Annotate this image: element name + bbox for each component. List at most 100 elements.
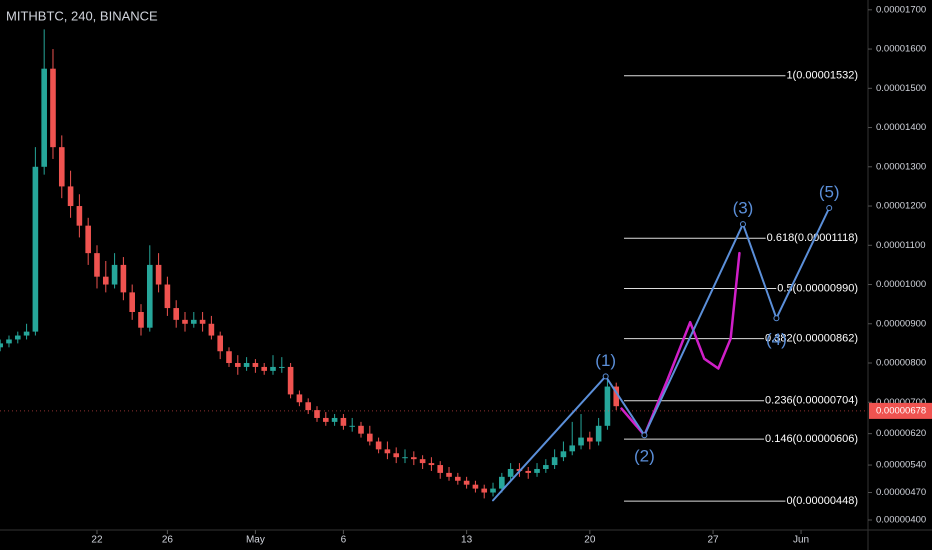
candle-body: [111, 264, 118, 285]
candle-body: [560, 451, 567, 458]
y-tick-label: 0.00001700: [876, 4, 926, 15]
candle-body: [551, 457, 558, 466]
candle-body: [578, 437, 584, 446]
candle-body: [569, 445, 576, 452]
fib-label: 0.146(0.00000606): [765, 433, 858, 445]
fib-label-bg: [785, 69, 859, 82]
candle-body: [613, 386, 620, 407]
wave-label: (3): [733, 199, 754, 218]
chart-title: MITHBTC, 240, BINANCE: [6, 8, 158, 23]
candle-body: [402, 457, 408, 459]
wave-point: [602, 373, 609, 380]
candle-body: [331, 417, 338, 422]
y-tick-label: 0.00001600: [876, 44, 926, 55]
candle-body: [164, 284, 171, 309]
candle-body: [384, 449, 391, 454]
candle-body: [146, 264, 153, 328]
candle-body: [14, 335, 21, 340]
candle-body: [393, 453, 400, 458]
fib-label-bg: [776, 282, 859, 295]
last-price-box: [869, 402, 932, 419]
candle-body: [270, 366, 276, 371]
candle-body: [0, 343, 3, 348]
fib-label: 0.618(0.00001118): [767, 232, 858, 244]
candle-body: [507, 468, 514, 477]
y-tick-label: 0.00001500: [876, 83, 926, 94]
x-tick-label: 13: [461, 535, 473, 546]
candle-body: [534, 468, 540, 473]
fib-label: 0(0.00000448): [786, 495, 858, 507]
y-tick-label: 0.00001400: [876, 122, 926, 133]
candle-body: [182, 319, 188, 324]
fib-label-bg: [765, 232, 859, 245]
wave-point: [773, 315, 780, 322]
candle-body: [261, 366, 268, 371]
fib-label: 0.382(0.00000862): [765, 333, 858, 345]
fib-label: 1(0.00001532): [786, 70, 858, 82]
x-tick-label: Jun: [793, 535, 809, 546]
y-tick-label: 0.00000400: [876, 515, 926, 526]
candle-body: [587, 437, 593, 442]
candle-body: [349, 425, 356, 427]
wave-label: (1): [595, 351, 616, 370]
candle-body: [94, 253, 100, 277]
wave-line: [492, 206, 831, 502]
candle-body: [340, 417, 347, 426]
candle-body: [226, 351, 232, 364]
candle-body: [190, 319, 197, 324]
y-tick-label: 0.00000900: [876, 318, 926, 329]
x-tick-label: 22: [91, 535, 103, 546]
candle-body: [50, 68, 56, 148]
fib-label-bg: [785, 495, 859, 508]
candle-body: [208, 323, 215, 336]
candle-body: [76, 206, 83, 226]
last-price-label: 0.00000678: [876, 405, 926, 416]
candle-body: [199, 319, 206, 324]
candle-body: [358, 425, 364, 434]
y-tick-label: 0.00001100: [876, 240, 926, 251]
wave-point: [826, 204, 833, 211]
candle-body: [23, 331, 30, 336]
candle-body: [323, 417, 329, 422]
candle-body: [490, 488, 496, 493]
wave-label: (5): [819, 182, 840, 201]
candle-body: [595, 425, 602, 442]
fib-label: 0.236(0.00000704): [765, 395, 858, 407]
candle-body: [85, 225, 91, 254]
fib-label-bg: [764, 332, 859, 345]
x-tick-label: 26: [162, 535, 174, 546]
fib-label-bg: [764, 394, 859, 407]
candle-body: [32, 166, 39, 332]
candle-body: [463, 480, 470, 485]
candle-body: [305, 402, 312, 411]
x-tick-label: 20: [584, 535, 596, 546]
candle-body: [102, 276, 109, 285]
candle-body: [472, 484, 479, 489]
y-tick-label: 0.00000620: [876, 428, 926, 439]
y-tick-label: 0.00001300: [876, 161, 926, 172]
candle-body: [375, 441, 382, 450]
x-tick-label: 27: [707, 535, 719, 546]
candle-body: [296, 394, 303, 403]
candle-body: [173, 308, 179, 320]
wave-point: [641, 432, 648, 439]
candle-body: [41, 68, 47, 167]
candle-body: [120, 264, 127, 293]
y-tick-label: 0.00001200: [876, 201, 926, 212]
wave-label: (2): [634, 447, 655, 466]
candle-body: [481, 488, 488, 493]
candle-body: [367, 433, 373, 442]
candle-body: [234, 363, 241, 367]
candle-body: [252, 363, 259, 367]
candle-body: [6, 339, 12, 344]
y-tick-label: 0.00000800: [876, 358, 926, 369]
wave-point: [739, 221, 746, 228]
y-tick-label: 0.00000470: [876, 487, 926, 498]
candle-body: [419, 459, 426, 464]
fib-label-bg: [764, 433, 859, 446]
candle-body: [287, 366, 294, 395]
candle-body: [428, 463, 435, 466]
candle-body: [525, 470, 532, 473]
